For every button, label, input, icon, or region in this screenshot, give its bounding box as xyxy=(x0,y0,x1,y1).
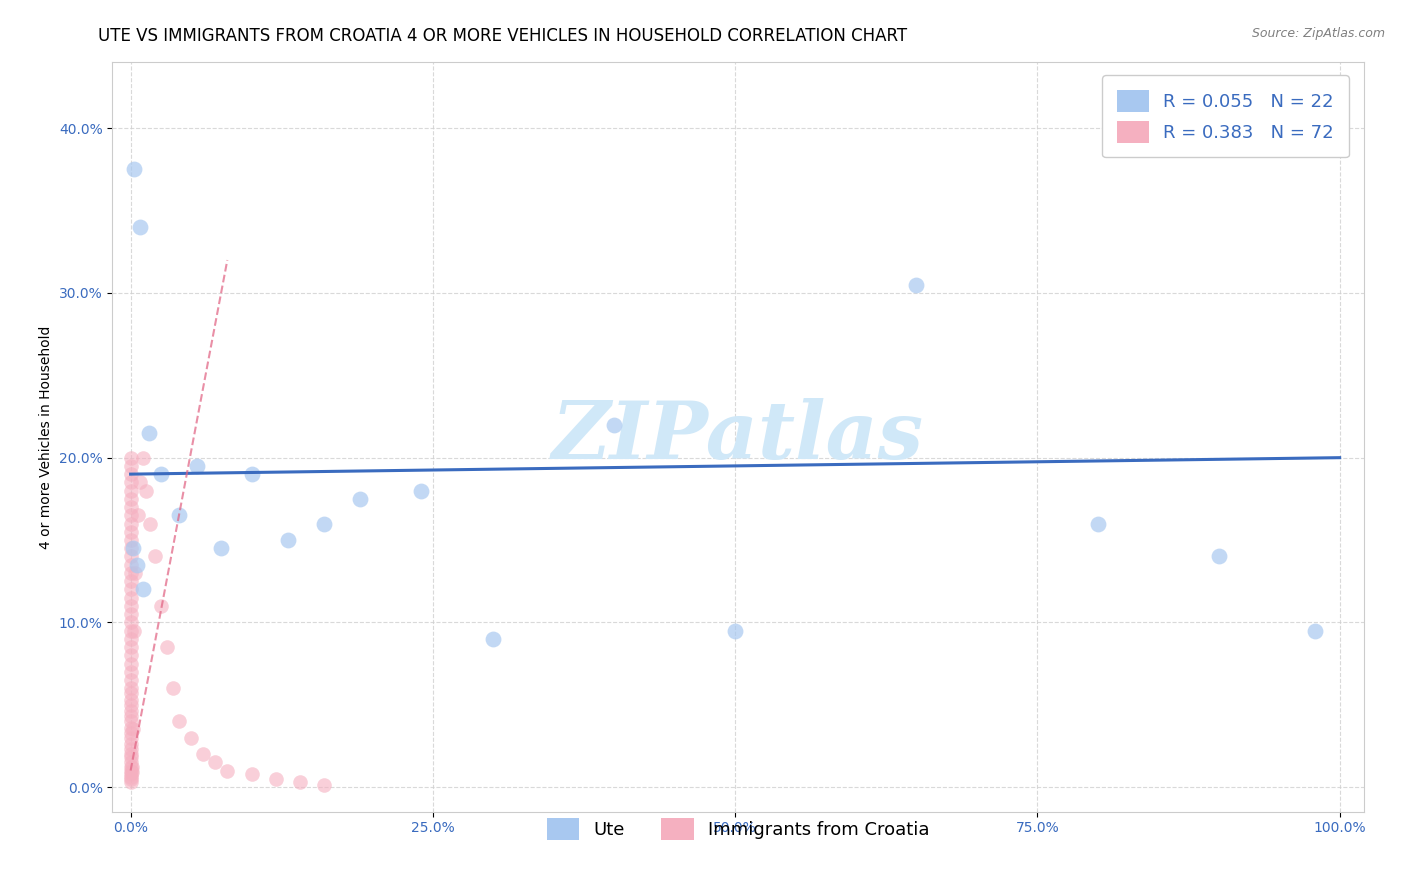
Point xyxy=(122,624,145,638)
Point xyxy=(131,582,153,597)
Point xyxy=(135,483,157,498)
Point xyxy=(120,541,142,556)
Point xyxy=(120,632,142,646)
Point xyxy=(120,692,142,706)
Point xyxy=(264,772,287,786)
Legend: Ute, Immigrants from Croatia: Ute, Immigrants from Croatia xyxy=(540,811,936,847)
Point xyxy=(1087,516,1109,531)
Point xyxy=(186,458,208,473)
Point xyxy=(120,558,142,572)
Point xyxy=(120,624,142,638)
Point xyxy=(120,767,142,781)
Point xyxy=(120,731,142,745)
Point xyxy=(124,566,146,580)
Point xyxy=(120,599,142,613)
Point xyxy=(120,582,142,597)
Point xyxy=(120,770,142,784)
Point xyxy=(120,450,142,465)
Point xyxy=(156,640,179,654)
Point xyxy=(121,760,143,774)
Point xyxy=(120,566,142,580)
Point xyxy=(120,756,142,770)
Point xyxy=(180,731,202,745)
Point xyxy=(127,508,149,523)
Point xyxy=(724,624,747,638)
Point xyxy=(120,467,142,482)
Point xyxy=(120,760,142,774)
Point xyxy=(120,775,142,789)
Point xyxy=(143,549,166,564)
Point xyxy=(120,524,142,539)
Point xyxy=(120,747,142,761)
Point xyxy=(149,467,172,482)
Point xyxy=(120,516,142,531)
Point xyxy=(120,500,142,514)
Point xyxy=(120,475,142,490)
Point xyxy=(120,686,142,700)
Point xyxy=(277,533,299,547)
Point xyxy=(603,417,626,432)
Point xyxy=(204,756,226,770)
Point xyxy=(149,599,172,613)
Point xyxy=(120,721,142,735)
Point xyxy=(312,516,335,531)
Point xyxy=(482,632,505,646)
Point xyxy=(349,491,371,506)
Point xyxy=(120,764,142,778)
Point xyxy=(121,765,143,780)
Text: ZIPatlas: ZIPatlas xyxy=(553,399,924,475)
Point xyxy=(240,767,263,781)
Point xyxy=(191,747,214,761)
Point xyxy=(120,673,142,687)
Text: Source: ZipAtlas.com: Source: ZipAtlas.com xyxy=(1251,27,1385,40)
Point xyxy=(905,277,928,292)
Point xyxy=(122,541,145,556)
Point xyxy=(120,640,142,654)
Point xyxy=(139,516,162,531)
Point xyxy=(120,737,142,751)
Point xyxy=(120,549,142,564)
Point xyxy=(120,483,142,498)
Point xyxy=(120,704,142,718)
Point xyxy=(120,750,142,764)
Point xyxy=(131,450,153,465)
Point xyxy=(120,648,142,663)
Point xyxy=(120,657,142,671)
Point xyxy=(120,508,142,523)
Point xyxy=(120,574,142,589)
Point xyxy=(120,491,142,506)
Point xyxy=(129,220,152,235)
Point xyxy=(120,772,142,786)
Point xyxy=(120,607,142,621)
Point xyxy=(120,681,142,696)
Point xyxy=(120,458,142,473)
Point xyxy=(120,714,142,728)
Point xyxy=(409,483,432,498)
Point xyxy=(162,681,184,696)
Point xyxy=(120,742,142,756)
Point xyxy=(120,533,142,547)
Point xyxy=(138,425,160,440)
Point xyxy=(167,508,190,523)
Text: UTE VS IMMIGRANTS FROM CROATIA 4 OR MORE VEHICLES IN HOUSEHOLD CORRELATION CHART: UTE VS IMMIGRANTS FROM CROATIA 4 OR MORE… xyxy=(98,27,907,45)
Point xyxy=(288,775,311,789)
Point xyxy=(129,475,152,490)
Point xyxy=(122,723,145,737)
Point xyxy=(120,665,142,679)
Point xyxy=(240,467,263,482)
Point xyxy=(122,162,145,177)
Point xyxy=(120,709,142,723)
Point xyxy=(1208,549,1230,564)
Point xyxy=(120,591,142,605)
Point xyxy=(120,698,142,712)
Point xyxy=(120,615,142,630)
Point xyxy=(217,764,239,778)
Point xyxy=(125,558,148,572)
Point xyxy=(167,714,190,728)
Y-axis label: 4 or more Vehicles in Household: 4 or more Vehicles in Household xyxy=(39,326,53,549)
Point xyxy=(209,541,232,556)
Point xyxy=(312,778,335,792)
Point xyxy=(120,725,142,739)
Point xyxy=(1305,624,1327,638)
